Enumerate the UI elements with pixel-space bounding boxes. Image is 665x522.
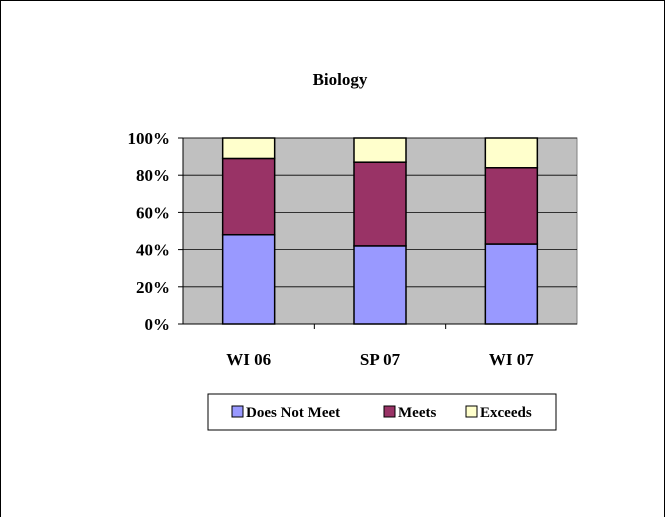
y-tick-label: 100% (128, 129, 171, 148)
y-tick-label: 60% (136, 203, 170, 222)
x-tick-label: WI 07 (489, 350, 534, 369)
legend-label: Exceeds (480, 405, 532, 421)
legend-swatch (383, 405, 396, 418)
bar-segment (221, 137, 276, 160)
legend: Does Not Meet Meets Exceeds (207, 393, 557, 431)
legend-label: Does Not Meet (246, 405, 340, 421)
bar-segment (484, 167, 539, 245)
legend-box (207, 393, 557, 431)
x-axis-ticks: WI 06 SP 07 WI 07 (183, 323, 577, 369)
bar-segment (221, 233, 276, 325)
y-tick-label: 20% (136, 278, 170, 297)
bar-segment (353, 137, 407, 163)
bar-segment (353, 161, 407, 247)
y-axis-ticks: 0% 20% 40% 60% 80% 100% (128, 129, 184, 334)
bar-segment (484, 137, 539, 169)
y-tick-label: 80% (136, 166, 170, 185)
plot-area (182, 137, 578, 325)
x-tick-label: SP 07 (360, 350, 401, 369)
bar-segment (484, 243, 539, 325)
y-tick-label: 40% (136, 241, 170, 260)
bar-segment (221, 157, 276, 236)
bar-segment (353, 245, 407, 325)
x-tick-label: WI 06 (226, 350, 271, 369)
legend-label: Meets (398, 405, 436, 421)
legend-swatch (231, 405, 244, 418)
chart-title: Biology (313, 70, 368, 89)
legend-swatch (465, 405, 478, 418)
y-tick-label: 0% (145, 315, 171, 334)
